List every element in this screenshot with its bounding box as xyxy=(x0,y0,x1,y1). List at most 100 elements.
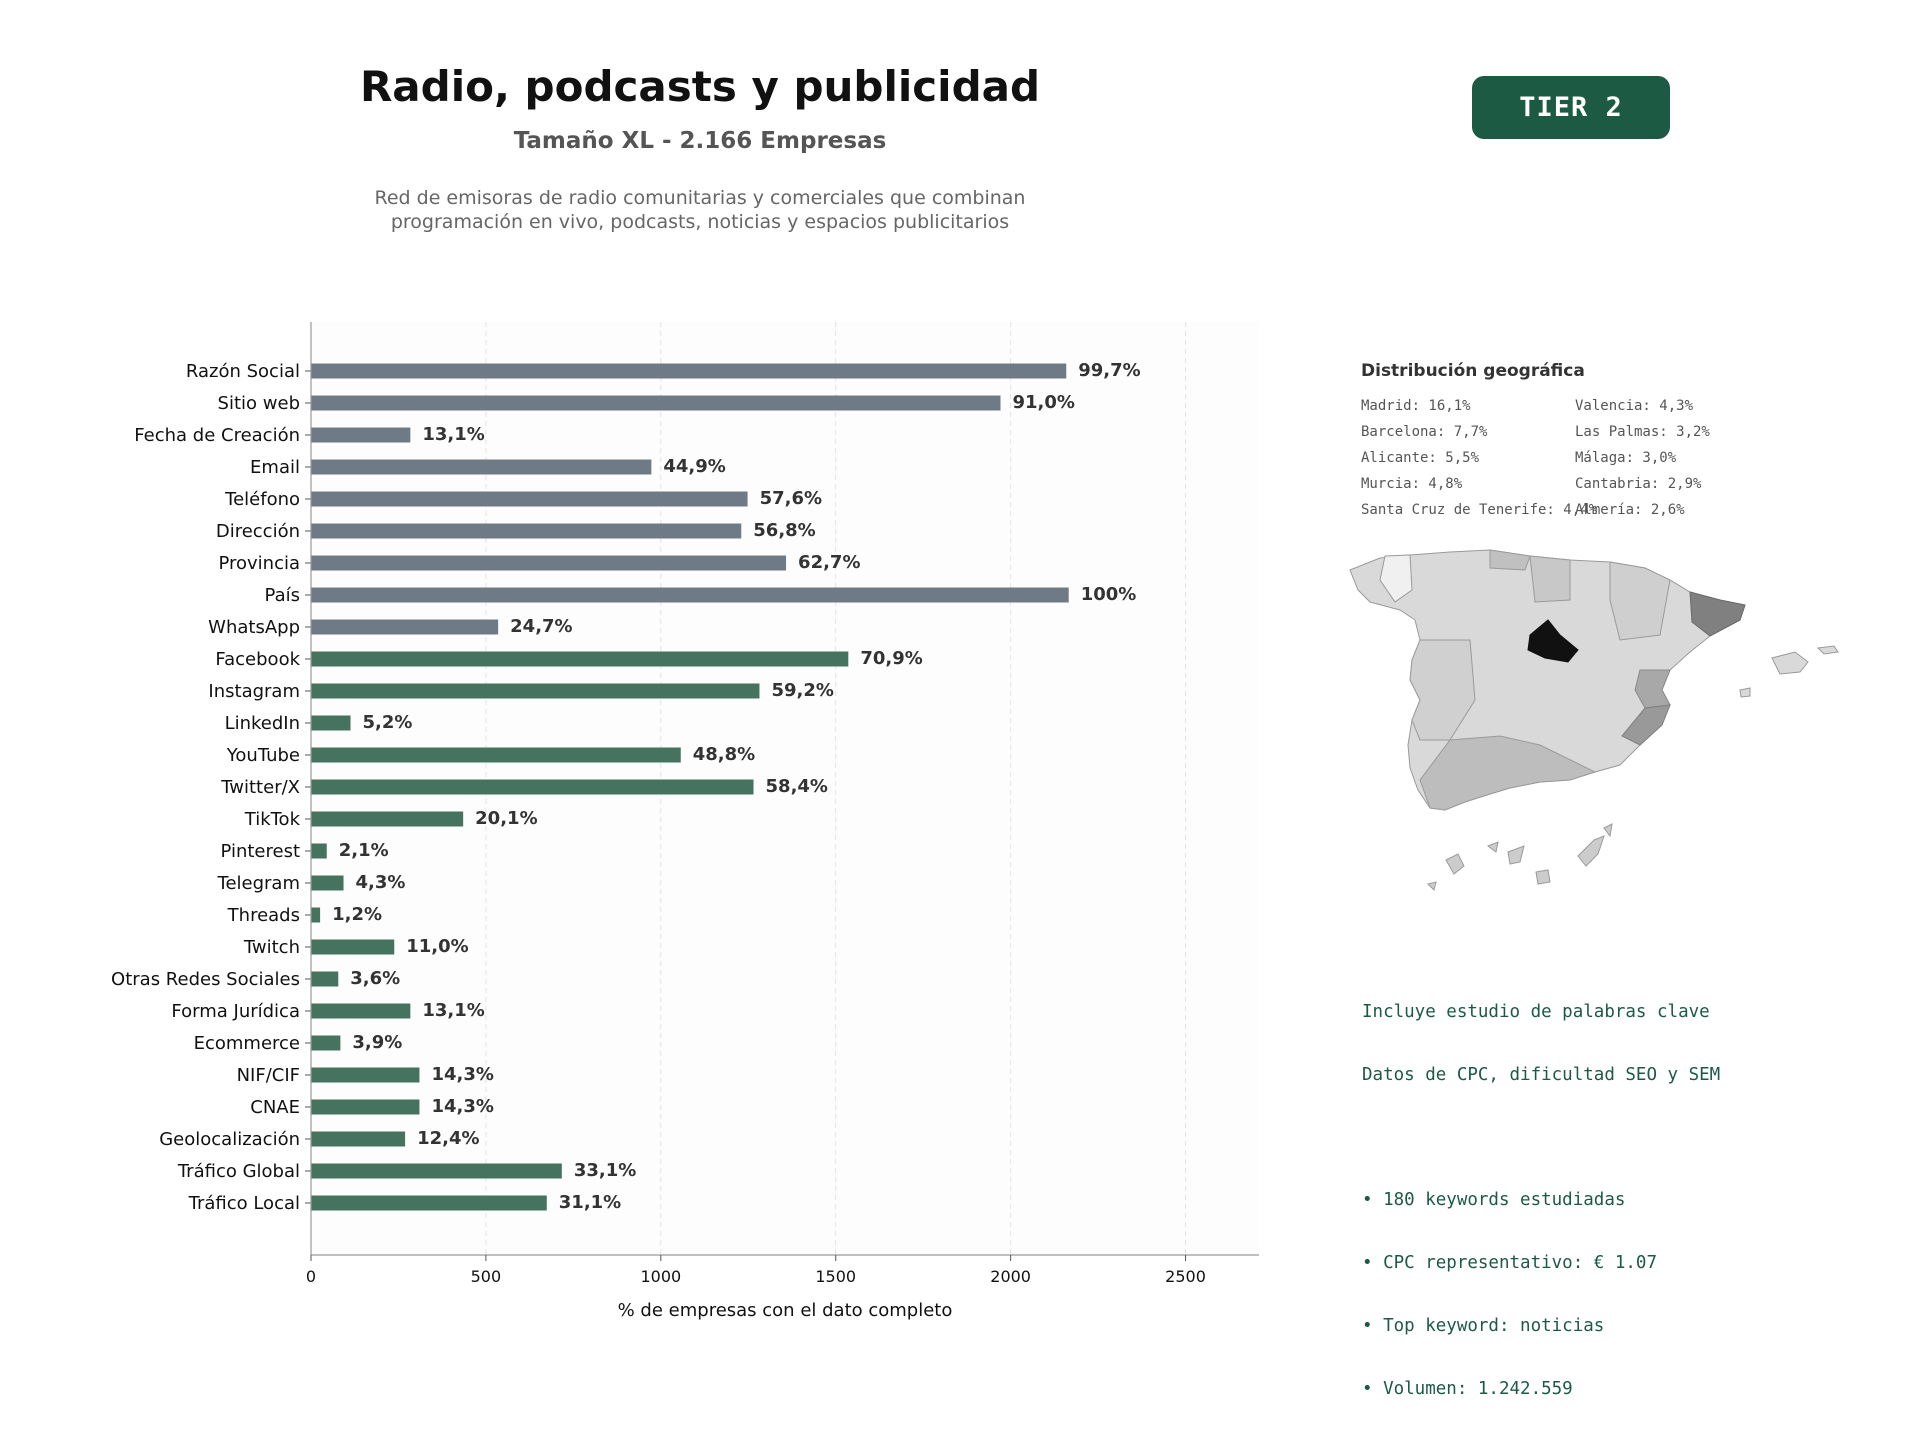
geo-item-las-palmas: Las Palmas: 3,2% xyxy=(1575,424,1710,440)
bar-value-label: 70,9% xyxy=(860,648,922,669)
bar-value-label: 20,1% xyxy=(475,808,537,829)
map-region-west xyxy=(1409,639,1476,741)
bar xyxy=(311,843,327,859)
bar-value-label: 12,4% xyxy=(417,1128,479,1149)
category-label: Dirección xyxy=(216,521,300,542)
bar xyxy=(311,523,742,539)
description-line: Red de emisoras de radio comunitarias y … xyxy=(374,187,1026,209)
geo-item-madrid: Madrid: 16,1% xyxy=(1361,398,1471,414)
page-description: Red de emisoras de radio comunitarias y … xyxy=(0,186,1400,234)
spain-province-map xyxy=(1349,549,1839,891)
bar xyxy=(311,491,748,507)
category-label: Twitch xyxy=(243,937,300,958)
page-title: Radio, podcasts y publicidad xyxy=(359,62,1041,111)
bar xyxy=(311,779,754,795)
geo-item-barcelona: Barcelona: 7,7% xyxy=(1361,424,1488,440)
bar xyxy=(311,811,464,827)
category-label: Tráfico Local xyxy=(188,1193,300,1214)
bar-value-label: 33,1% xyxy=(574,1160,636,1181)
bar xyxy=(311,971,339,987)
bar-value-label: 1,2% xyxy=(332,904,382,925)
category-label: Tráfico Global xyxy=(177,1161,300,1182)
category-label: Instagram xyxy=(208,681,300,702)
bar-value-label: 5,2% xyxy=(363,712,413,733)
bar xyxy=(311,1035,341,1051)
map-region-north xyxy=(1529,555,1571,603)
bar xyxy=(311,1099,420,1115)
bar xyxy=(311,1131,406,1147)
category-label: CNAE xyxy=(250,1097,300,1118)
keywords-panel: Incluye estudio de palabras clave Datos … xyxy=(1362,960,1720,1421)
bar-value-label: 3,6% xyxy=(350,968,400,989)
geo-item-murcia: Murcia: 4,8% xyxy=(1361,476,1463,492)
map-region-barcelona xyxy=(1689,591,1746,637)
page-subtitle: Tamaño XL - 2.166 Empresas xyxy=(513,128,887,154)
bar xyxy=(311,1067,420,1083)
bar xyxy=(311,907,321,923)
geo-item-santa-cruz: Santa Cruz de Tenerife: 4,4% xyxy=(1361,502,1598,518)
bar xyxy=(311,1003,411,1019)
bar xyxy=(311,1195,547,1211)
category-label: NIF/CIF xyxy=(237,1065,300,1086)
bar xyxy=(311,555,787,571)
geo-item-malaga: Málaga: 3,0% xyxy=(1575,450,1677,466)
map-canary-islands xyxy=(1427,823,1613,891)
category-label: Twitter/X xyxy=(220,777,300,798)
category-label: Geolocalización xyxy=(159,1129,300,1150)
bar-value-label: 13,1% xyxy=(422,1000,484,1021)
keywords-bullet: • Volumen: 1.242.559 xyxy=(1362,1379,1573,1399)
bar xyxy=(311,587,1069,603)
category-label: Sitio web xyxy=(218,393,300,414)
geo-item-alicante: Alicante: 5,5% xyxy=(1361,450,1480,466)
x-tick-label: 2500 xyxy=(1165,1267,1206,1286)
bar-value-label: 14,3% xyxy=(431,1064,493,1085)
category-label: WhatsApp xyxy=(208,617,300,638)
category-label: TikTok xyxy=(244,809,301,830)
bar xyxy=(311,395,1001,411)
category-label: Razón Social xyxy=(186,361,300,382)
bar-value-label: 14,3% xyxy=(431,1096,493,1117)
geo-item-valencia: Valencia: 4,3% xyxy=(1575,398,1694,414)
x-axis-label: % de empresas con el dato completo xyxy=(618,1300,953,1321)
geo-distribution-list: Madrid: 16,1% Barcelona: 7,7% Alicante: … xyxy=(1361,398,1781,538)
category-label: Ecommerce xyxy=(194,1033,300,1054)
bar-value-label: 2,1% xyxy=(339,840,389,861)
category-label: Threads xyxy=(227,905,300,926)
bar-value-label: 56,8% xyxy=(753,520,815,541)
geo-title: Distribución geográfica xyxy=(1361,361,1585,381)
geo-item-almeria: Almería: 2,6% xyxy=(1575,502,1685,518)
description-line: programación en vivo, podcasts, noticias… xyxy=(390,211,1010,233)
category-label: YouTube xyxy=(226,745,300,766)
keywords-intro-line: Incluye estudio de palabras clave xyxy=(1362,1002,1710,1022)
category-label: Fecha de Creación xyxy=(134,425,300,446)
category-label: Forma Jurídica xyxy=(171,1001,300,1022)
bar-value-label: 4,3% xyxy=(356,872,406,893)
map-region-galicia xyxy=(1379,554,1413,603)
keywords-bullet: • Top keyword: noticias xyxy=(1362,1316,1605,1336)
bar xyxy=(311,619,499,635)
category-label: Provincia xyxy=(218,553,300,574)
bar xyxy=(311,715,351,731)
bar-value-label: 58,4% xyxy=(766,776,828,797)
tier-badge: TIER 2 xyxy=(1472,76,1670,139)
x-tick-label: 500 xyxy=(471,1267,502,1286)
map-region-andalucia xyxy=(1419,735,1597,811)
bar xyxy=(311,363,1067,379)
map-region-cantabria xyxy=(1489,549,1531,571)
category-label: Telegram xyxy=(217,873,300,894)
category-label: Email xyxy=(250,457,300,478)
bar-value-label: 48,8% xyxy=(693,744,755,765)
bar-value-label: 11,0% xyxy=(406,936,468,957)
keywords-bullet: • CPC representativo: € 1.07 xyxy=(1362,1253,1658,1273)
category-label: Pinterest xyxy=(220,841,300,862)
bar-value-label: 99,7% xyxy=(1078,360,1140,381)
bar xyxy=(311,747,681,763)
map-region-alicante xyxy=(1621,704,1671,746)
map-region-madrid xyxy=(1527,619,1579,663)
bar-value-label: 44,9% xyxy=(663,456,725,477)
x-tick-label: 0 xyxy=(306,1267,316,1286)
geo-item-cantabria: Cantabria: 2,9% xyxy=(1575,476,1702,492)
bar xyxy=(311,459,652,475)
bar-value-label: 13,1% xyxy=(422,424,484,445)
bar-value-label: 3,9% xyxy=(352,1032,402,1053)
